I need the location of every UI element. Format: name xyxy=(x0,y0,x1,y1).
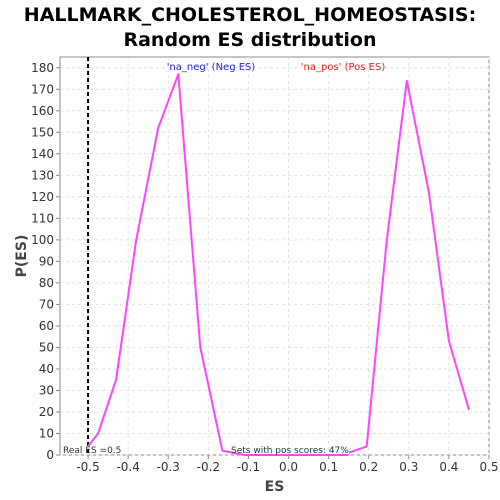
y-tick-label: 120 xyxy=(31,190,54,204)
y-tick-label: 40 xyxy=(39,362,54,376)
series-line-neg xyxy=(87,73,349,456)
x-tick-label: 0.4 xyxy=(439,460,458,474)
x-tick-label: 0.3 xyxy=(399,460,418,474)
x-tick-label: -0.1 xyxy=(237,460,260,474)
y-tick-label: 110 xyxy=(31,211,54,225)
y-tick-label: 100 xyxy=(31,233,54,247)
y-tick-label: 50 xyxy=(39,340,54,354)
y-tick-label: 70 xyxy=(39,297,54,311)
y-tick-label: 30 xyxy=(39,383,54,397)
y-tick-label: 180 xyxy=(31,61,54,75)
series-lines xyxy=(87,73,470,456)
x-tick-label: -0.3 xyxy=(157,460,180,474)
y-tick-label: 170 xyxy=(31,82,54,96)
x-tick-label: -0.4 xyxy=(116,460,139,474)
real-es-label: Real ES =0.5 xyxy=(63,446,121,456)
y-tick-label: 80 xyxy=(39,276,54,290)
y-tick-label: 20 xyxy=(39,405,54,419)
y-tick-label: 160 xyxy=(31,104,54,118)
y-tick-label: 140 xyxy=(31,147,54,161)
x-tick-label: -0.2 xyxy=(197,460,220,474)
y-tick-label: 130 xyxy=(31,168,54,182)
y-tick-label: 150 xyxy=(31,125,54,139)
x-tick-label: 0.2 xyxy=(359,460,378,474)
y-tick-label: 60 xyxy=(39,319,54,333)
axis-ticks: 0 10 20 30 40 50 60 70 80 90 100 110 120 130 140 150 160… xyxy=(31,61,498,474)
y-tick-label: 10 xyxy=(39,426,54,440)
x-tick-label: 0.0 xyxy=(279,460,298,474)
grid-lines xyxy=(60,57,490,456)
x-axis-label: ES xyxy=(265,479,285,495)
chart-title-line-1: HALLMARK_CHOLESTEROL_HOMEOSTASIS: xyxy=(23,4,477,26)
y-tick-label: 90 xyxy=(39,254,54,268)
y-tick-label: 0 xyxy=(46,448,54,462)
y-axis-label: P(ES) xyxy=(14,235,30,278)
x-tick-label: 0.1 xyxy=(319,460,338,474)
plot-area xyxy=(59,56,490,456)
chart-title-line-2: Random ES distribution xyxy=(123,29,377,51)
pos-scores-label: Sets with pos scores: 47% xyxy=(231,446,349,456)
pos-es-legend: 'na_pos' (Pos ES) xyxy=(301,62,386,73)
x-tick-label: 0.5 xyxy=(479,460,498,474)
neg-es-legend: 'na_neg' (Neg ES) xyxy=(167,62,256,73)
series-line-pos xyxy=(348,79,470,454)
x-tick-label: -0.5 xyxy=(76,460,99,474)
